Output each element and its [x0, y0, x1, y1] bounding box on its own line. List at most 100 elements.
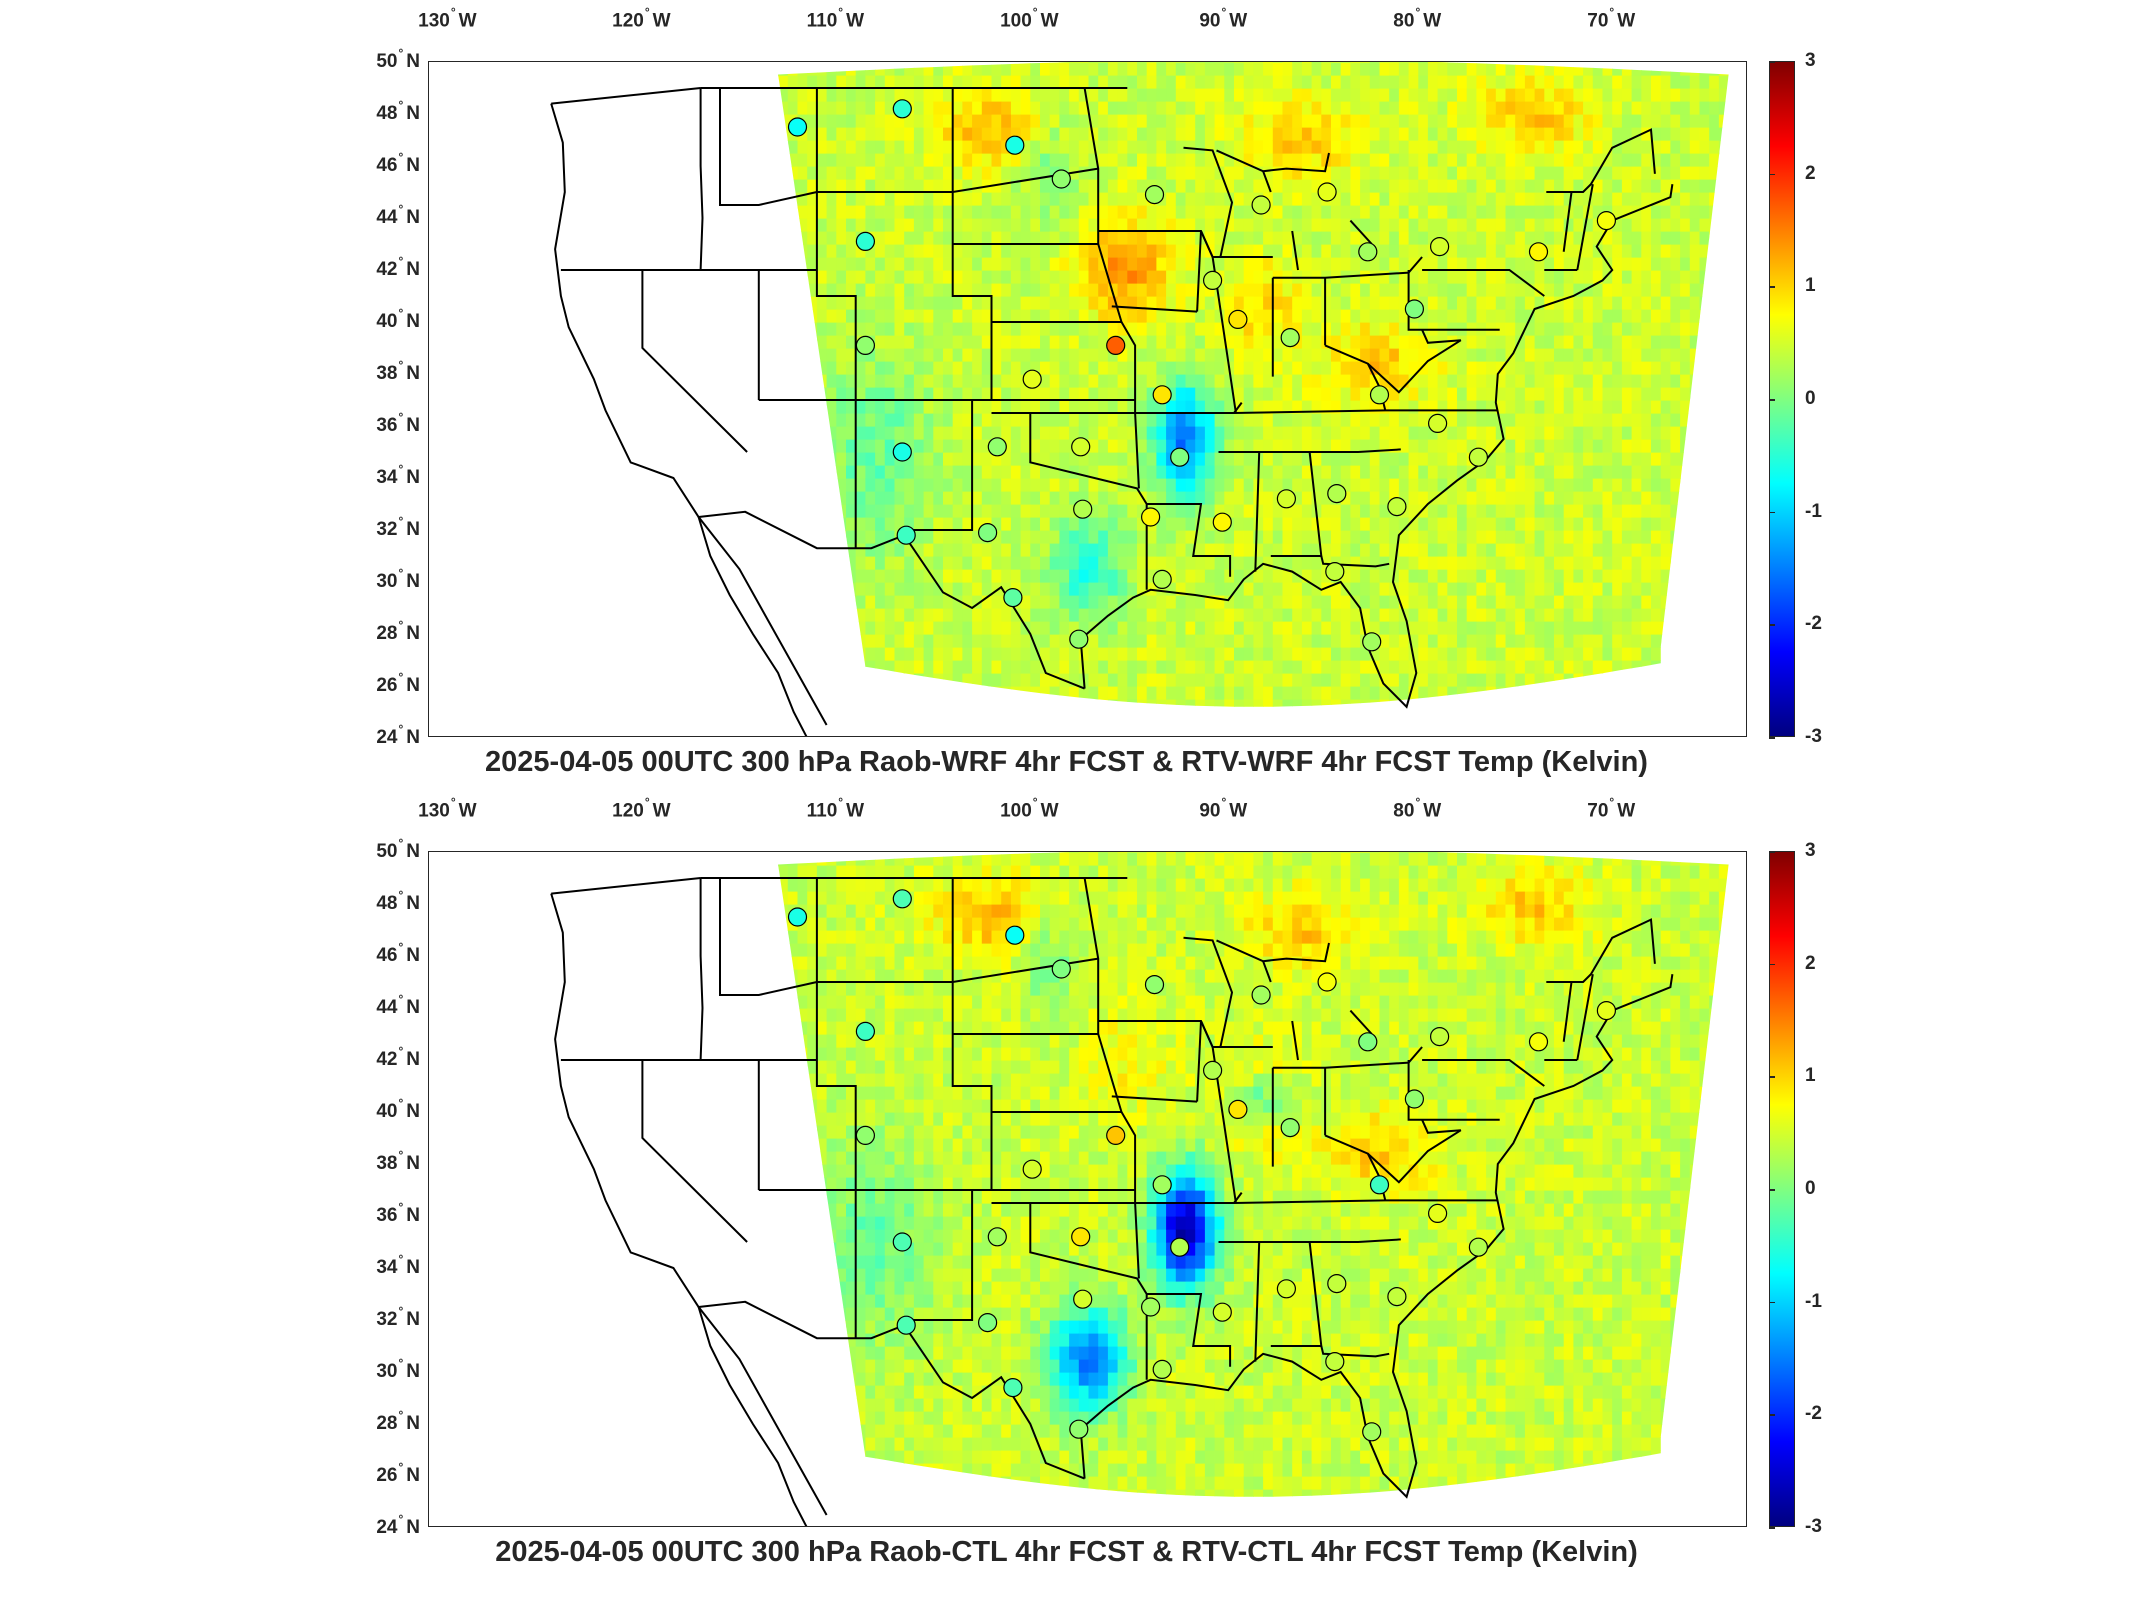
raob-station-marker	[1429, 237, 1450, 257]
top-lat-tick-label: 24° N	[376, 721, 420, 749]
top-state-outlines	[550, 87, 1674, 736]
raob-station-marker	[1069, 1419, 1089, 1439]
raob-station-marker	[1276, 489, 1297, 509]
top-lat-tick-label: 42° N	[376, 253, 420, 281]
raob-station-marker	[1596, 1001, 1617, 1021]
bottom-lat-tick-label: 26° N	[376, 1459, 420, 1487]
bottom-colorbar-tick-label: -2	[1805, 1403, 1822, 1425]
top-lat-tick-label: 38° N	[376, 357, 420, 385]
bottom-colorbar-tick-label: 3	[1805, 840, 1816, 861]
raob-station-marker	[1152, 1359, 1172, 1380]
raob-station-marker	[1369, 385, 1390, 405]
top-lat-tick-label: 36° N	[376, 409, 420, 437]
bottom-lon-tick-label: 110° W	[806, 795, 865, 822]
bottom-colorbar-tick-label: 2	[1805, 952, 1816, 974]
raob-station-marker	[1212, 1302, 1232, 1322]
raob-station-marker	[855, 1021, 875, 1041]
top-lon-tick-label: 100° W	[1000, 5, 1059, 32]
bottom-colorbar-tick-mark	[1769, 1301, 1775, 1304]
raob-station-marker	[855, 231, 875, 251]
raob-station-marker	[1069, 629, 1089, 649]
top-colorbar-tick-label: -2	[1805, 613, 1822, 635]
top-lon-tick-label: 80° W	[1393, 5, 1442, 32]
bottom-state-outlines	[550, 877, 1674, 1526]
raob-station-marker	[1528, 1032, 1549, 1052]
top-lon-tick-label: 70° W	[1587, 5, 1636, 32]
top-colorbar-tick-label: -3	[1805, 726, 1822, 747]
raob-station-marker	[1325, 562, 1345, 582]
top-anomaly-field	[778, 62, 1729, 707]
raob-station-marker	[987, 1227, 1007, 1247]
bottom-colorbar-tick-label: 0	[1805, 1178, 1816, 1199]
raob-station-marker	[1202, 270, 1223, 290]
top-colorbar-tick-mark	[1769, 61, 1775, 63]
raob-station-marker	[1073, 1289, 1093, 1309]
top-colorbar-tick-label: 0	[1805, 388, 1816, 409]
raob-station-marker	[855, 335, 875, 355]
raob-station-marker	[1073, 499, 1093, 519]
raob-station-marker	[977, 523, 998, 543]
top-lon-tick-label: 90° W	[1199, 5, 1248, 32]
raob-station-marker	[1325, 1352, 1345, 1372]
bottom-colorbar-tick-label: -1	[1805, 1290, 1822, 1312]
raob-station-marker	[1152, 569, 1172, 590]
top-lon-tick-label: 130° W	[418, 5, 477, 32]
top-lat-tick-label: 48° N	[376, 97, 420, 125]
raob-station-marker	[1404, 299, 1425, 319]
raob-station-marker	[1152, 1175, 1172, 1195]
raob-station-marker	[1468, 447, 1489, 467]
bottom-lat-tick-label: 46° N	[376, 939, 420, 967]
top-lat-tick-label: 26° N	[376, 669, 420, 697]
bottom-lon-tick-label: 90° W	[1199, 795, 1248, 822]
raob-station-marker	[1251, 195, 1271, 215]
bottom-colorbar-tick-label: 1	[1805, 1065, 1816, 1087]
bottom-lon-tick-label: 120° W	[612, 795, 671, 822]
bottom-lat-tick-label: 30° N	[376, 1355, 420, 1383]
bottom-colorbar-tick-mark	[1769, 851, 1775, 853]
bottom-lat-tick-label: 36° N	[376, 1199, 420, 1227]
raob-station-marker	[1202, 1060, 1223, 1080]
top-colorbar-tick-label: 3	[1805, 50, 1816, 71]
raob-station-marker	[1106, 1125, 1126, 1145]
top-lat-tick-label: 30° N	[376, 565, 420, 593]
raob-station-marker	[1276, 1279, 1297, 1299]
raob-station-marker	[1071, 1227, 1091, 1247]
bottom-map-panel: 130° W 120° W 110° W 100° W 90° W 80° W 70° W 50° N 48° N…	[0, 790, 2133, 1580]
raob-station-marker	[1170, 1237, 1190, 1257]
top-map-svg	[550, 62, 1729, 736]
raob-station-marker	[1251, 985, 1271, 1005]
raob-station-marker	[1427, 413, 1448, 433]
bottom-colorbar-tick-mark	[1769, 1527, 1775, 1529]
raob-station-marker	[1358, 1032, 1378, 1052]
raob-station-marker	[1144, 975, 1165, 995]
raob-station-marker	[1427, 1203, 1448, 1223]
raob-station-marker	[1140, 1297, 1161, 1317]
bottom-map-svg	[550, 852, 1729, 1526]
raob-station-marker	[1022, 1159, 1042, 1179]
bottom-lat-tick-label: 28° N	[376, 1407, 420, 1435]
raob-station-marker	[892, 442, 912, 462]
bottom-map-frame	[428, 851, 1747, 1527]
top-colorbar-tick-label: 1	[1805, 275, 1816, 297]
raob-station-marker	[1152, 385, 1172, 405]
top-lat-tick-label: 44° N	[376, 201, 420, 229]
raob-station-marker	[892, 889, 912, 909]
raob-station-marker	[1170, 447, 1190, 467]
raob-station-marker	[1327, 1274, 1347, 1294]
top-map-frame	[428, 61, 1747, 737]
top-lon-tick-label: 110° W	[806, 5, 865, 32]
raob-station-marker	[1596, 211, 1617, 231]
raob-station-marker	[1140, 507, 1161, 527]
top-lat-tick-label: 28° N	[376, 617, 420, 645]
bottom-lat-tick-label: 24° N	[376, 1511, 420, 1539]
bottom-lat-tick-label: 50° N	[376, 835, 420, 863]
top-colorbar-tick-mark	[1769, 737, 1775, 739]
bottom-lat-tick-label: 40° N	[376, 1095, 420, 1123]
bottom-lon-tick-label: 130° W	[418, 795, 477, 822]
raob-station-marker	[1051, 959, 1071, 979]
raob-station-marker	[1280, 328, 1300, 348]
raob-station-marker	[1429, 1027, 1450, 1047]
bottom-colorbar-tick-mark	[1769, 963, 1775, 966]
raob-station-marker	[896, 525, 916, 545]
raob-station-marker	[892, 1232, 912, 1252]
